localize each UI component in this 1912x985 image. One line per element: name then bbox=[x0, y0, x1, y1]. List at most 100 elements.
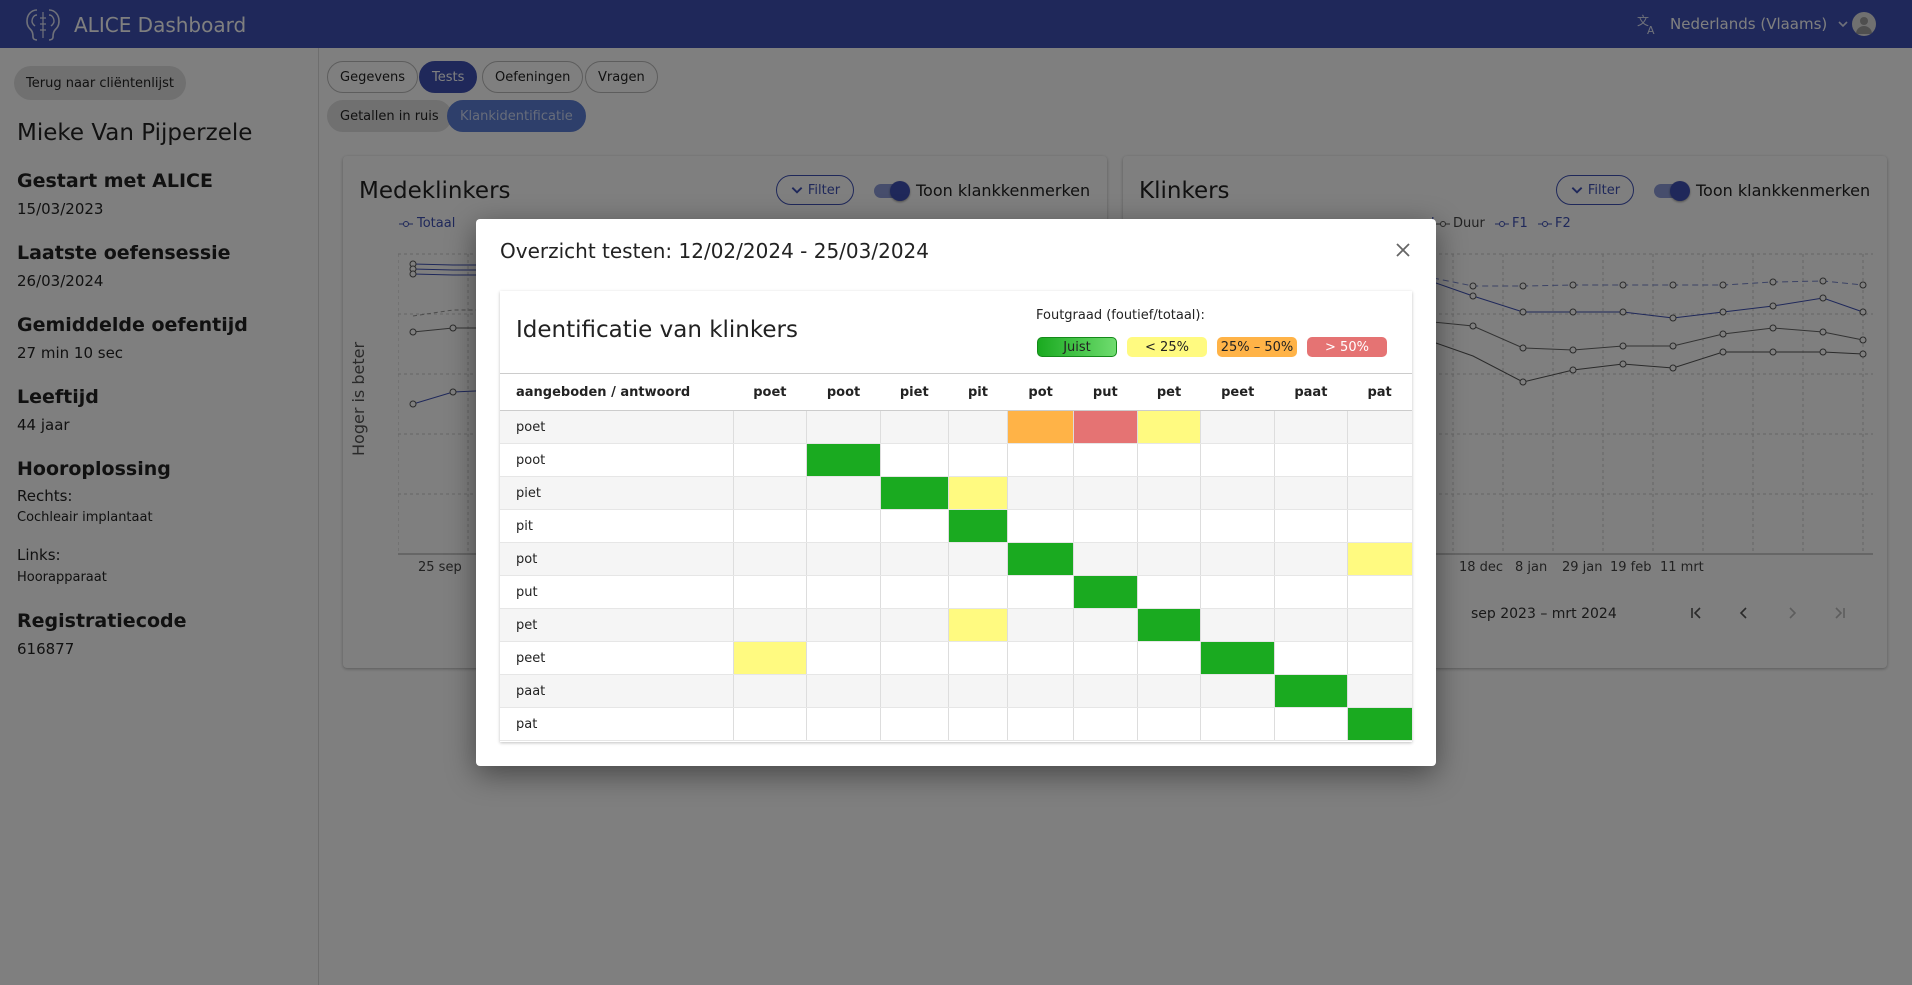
matrix-cell bbox=[806, 443, 881, 477]
matrix-cell bbox=[732, 707, 807, 741]
matrix-cell bbox=[1346, 443, 1412, 477]
matrix-cell bbox=[1346, 509, 1412, 543]
matrix-cell bbox=[879, 575, 949, 609]
matrix-cell bbox=[879, 410, 949, 444]
column-header: put bbox=[1073, 373, 1138, 411]
matrix-cell bbox=[1136, 542, 1201, 576]
test-overview-dialog: Overzicht testen: 12/02/2024 - 25/03/202… bbox=[476, 219, 1436, 766]
matrix-row-poet: poet bbox=[500, 410, 1412, 444]
matrix-cell bbox=[1136, 707, 1201, 741]
legend-gt50: > 50% bbox=[1307, 337, 1387, 357]
matrix-row-put: put bbox=[500, 575, 1412, 609]
matrix-cell bbox=[1346, 410, 1412, 444]
matrix-cell bbox=[947, 641, 1008, 675]
matrix-cell bbox=[1200, 641, 1275, 675]
matrix-cell bbox=[1346, 641, 1412, 675]
close-icon[interactable] bbox=[1392, 239, 1414, 261]
matrix-cell bbox=[1200, 542, 1275, 576]
vowel-identification-panel: Identificatie van klinkers Foutgraad (fo… bbox=[500, 291, 1412, 742]
matrix-cell bbox=[1200, 443, 1275, 477]
matrix-cell bbox=[1346, 707, 1412, 741]
row-label: piet bbox=[500, 476, 734, 510]
matrix-cell bbox=[1007, 608, 1074, 642]
matrix-cell bbox=[1072, 443, 1138, 477]
matrix-cell bbox=[732, 476, 807, 510]
matrix-cell bbox=[1007, 542, 1074, 576]
matrix-corner-header: aangeboden / antwoord bbox=[500, 373, 734, 411]
matrix-cell bbox=[806, 410, 881, 444]
matrix-cell bbox=[1072, 608, 1138, 642]
matrix-cell bbox=[1200, 608, 1275, 642]
matrix-cell bbox=[1136, 410, 1201, 444]
row-label: pat bbox=[500, 707, 734, 741]
column-header: poot bbox=[806, 373, 881, 411]
matrix-cell bbox=[1346, 542, 1412, 576]
matrix-cell bbox=[732, 641, 807, 675]
row-label: poet bbox=[500, 410, 734, 444]
row-label: poot bbox=[500, 443, 734, 477]
matrix-cell bbox=[947, 707, 1008, 741]
matrix-cell bbox=[1007, 641, 1074, 675]
matrix-cell bbox=[1007, 575, 1074, 609]
matrix-cell bbox=[947, 575, 1008, 609]
matrix-cell bbox=[1346, 575, 1412, 609]
matrix-cell bbox=[1072, 641, 1138, 675]
matrix-cell bbox=[732, 575, 807, 609]
legend-lt25: < 25% bbox=[1127, 337, 1207, 357]
row-label: put bbox=[500, 575, 734, 609]
matrix-cell bbox=[1274, 410, 1348, 444]
matrix-cell bbox=[1072, 476, 1138, 510]
matrix-row-pot: pot bbox=[500, 542, 1412, 576]
matrix-cell bbox=[1007, 674, 1074, 708]
matrix-cell bbox=[732, 674, 807, 708]
matrix-cell bbox=[1200, 410, 1275, 444]
matrix-body: poet poot piet pit pot put pet peet paat pat bbox=[500, 410, 1412, 741]
row-label: pot bbox=[500, 542, 734, 576]
matrix-cell bbox=[1007, 410, 1074, 444]
row-label: paat bbox=[500, 674, 734, 708]
matrix-row-pet: pet bbox=[500, 608, 1412, 642]
matrix-cell bbox=[806, 641, 881, 675]
matrix-header-row: aangeboden / antwoord poet poot piet pit… bbox=[500, 373, 1412, 411]
row-label: pit bbox=[500, 509, 734, 543]
matrix-cell bbox=[1136, 674, 1201, 708]
matrix-cell bbox=[1274, 674, 1348, 708]
matrix-cell bbox=[947, 476, 1008, 510]
matrix-cell bbox=[1072, 410, 1138, 444]
matrix-cell bbox=[1072, 707, 1138, 741]
matrix-row-pat: pat bbox=[500, 707, 1412, 741]
error-rate-legend-title: Foutgraad (foutief/totaal): bbox=[1036, 308, 1205, 323]
matrix-row-peet: peet bbox=[500, 641, 1412, 675]
matrix-cell bbox=[1072, 509, 1138, 543]
row-label: peet bbox=[500, 641, 734, 675]
matrix-cell bbox=[1346, 476, 1412, 510]
matrix-cell bbox=[1200, 476, 1275, 510]
matrix-cell bbox=[806, 509, 881, 543]
matrix-cell bbox=[947, 410, 1008, 444]
matrix-cell bbox=[732, 509, 807, 543]
column-header: peet bbox=[1200, 373, 1275, 411]
matrix-cell bbox=[732, 410, 807, 444]
matrix-cell bbox=[1274, 707, 1348, 741]
matrix-cell bbox=[806, 608, 881, 642]
matrix-cell bbox=[1274, 443, 1348, 477]
matrix-cell bbox=[879, 674, 949, 708]
panel-title: Identificatie van klinkers bbox=[516, 317, 798, 343]
matrix-cell bbox=[732, 542, 807, 576]
matrix-cell bbox=[1200, 674, 1275, 708]
matrix-cell bbox=[1274, 608, 1348, 642]
matrix-cell bbox=[879, 707, 949, 741]
matrix-cell bbox=[806, 476, 881, 510]
matrix-cell bbox=[806, 674, 881, 708]
matrix-cell bbox=[1274, 575, 1348, 609]
legend-25-50: 25% – 50% bbox=[1217, 337, 1297, 357]
matrix-cell bbox=[1136, 575, 1201, 609]
column-header: pat bbox=[1347, 373, 1412, 411]
legend-correct: Juist bbox=[1037, 337, 1117, 357]
matrix-cell bbox=[806, 575, 881, 609]
matrix-cell bbox=[1274, 641, 1348, 675]
matrix-cell bbox=[947, 443, 1008, 477]
matrix-cell bbox=[806, 542, 881, 576]
column-header: paat bbox=[1274, 373, 1348, 411]
matrix-cell bbox=[1200, 707, 1275, 741]
